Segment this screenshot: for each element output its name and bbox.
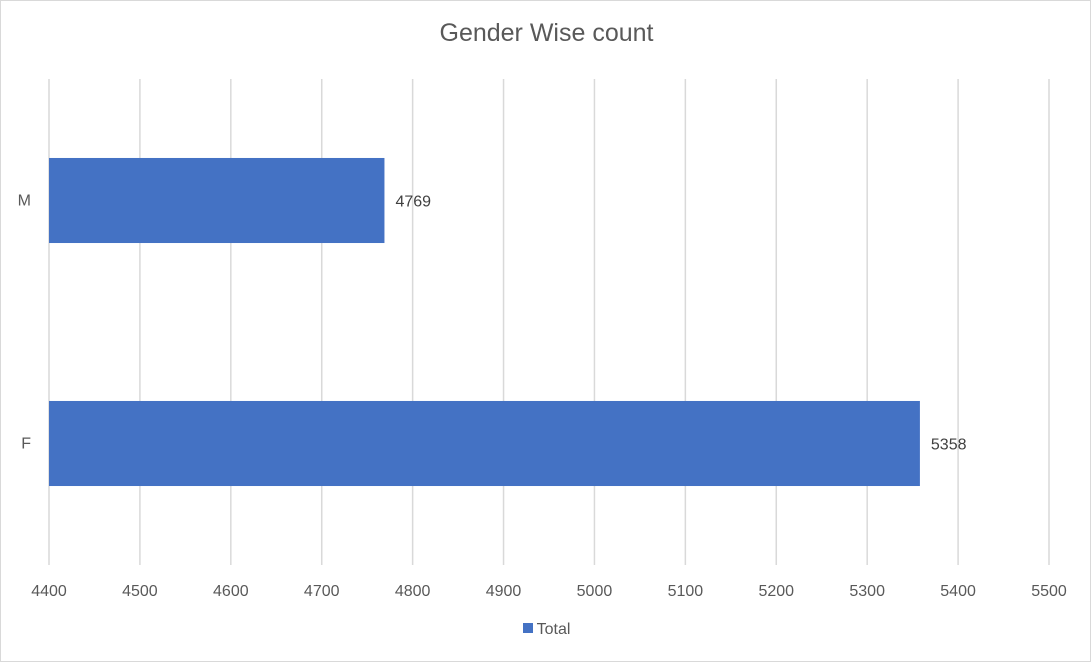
labels: 4400 4500 4600 4700 4800 4900 5000 5100 5200 5300… [18, 193, 1067, 601]
x-tick-label: 4600 [213, 583, 249, 600]
chart-title: Gender Wise count [439, 19, 654, 47]
data-label: 4769 [395, 194, 431, 211]
x-tick-label: 4800 [395, 583, 431, 600]
x-tick-label: 4500 [122, 583, 158, 600]
x-tick-label: 4400 [31, 583, 67, 600]
x-tick-label: 4900 [486, 583, 522, 600]
x-tick-label: 5200 [758, 583, 794, 600]
y-category-label: F [21, 436, 31, 453]
gridlines [48, 79, 1050, 565]
x-tick-label: 5100 [668, 583, 704, 600]
bar-f [49, 400, 920, 487]
x-tick-label: 5300 [849, 583, 885, 600]
x-tick-label: 4700 [304, 583, 340, 600]
x-tick-label: 5400 [940, 583, 976, 600]
y-category-label: M [18, 193, 31, 210]
legend-label: Total [536, 621, 571, 638]
data-label: 5358 [931, 437, 967, 454]
bar-m [49, 157, 385, 244]
x-tick-label: 5500 [1031, 583, 1067, 600]
x-tick-label: 5000 [577, 583, 613, 600]
legend-swatch [522, 623, 533, 633]
bars [49, 157, 920, 487]
legend: Total [1, 621, 1091, 639]
